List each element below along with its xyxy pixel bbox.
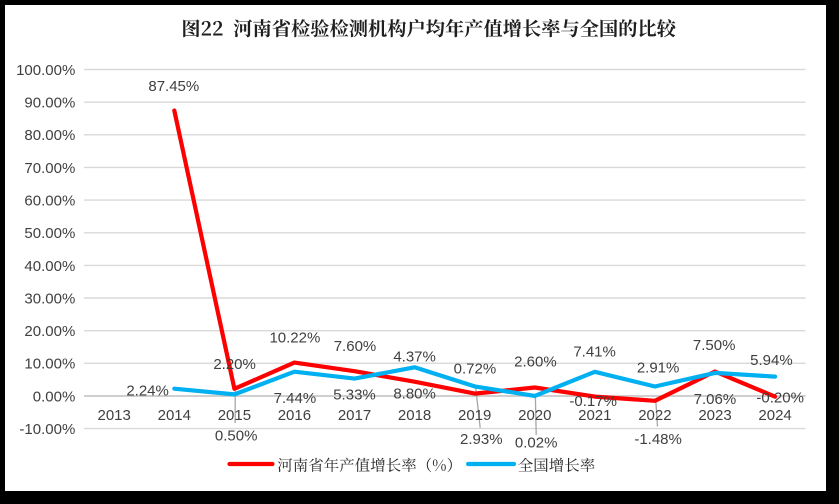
svg-text:-0.20%: -0.20%: [756, 390, 804, 407]
svg-text:7.44%: 7.44%: [274, 390, 317, 407]
svg-text:2.60%: 2.60%: [514, 353, 557, 370]
svg-text:90.00%: 90.00%: [24, 95, 75, 112]
svg-text:7.41%: 7.41%: [573, 344, 616, 361]
svg-text:100.00%: 100.00%: [16, 62, 75, 79]
svg-text:0.72%: 0.72%: [454, 361, 497, 378]
svg-text:2.93%: 2.93%: [460, 431, 503, 448]
svg-text:7.50%: 7.50%: [693, 337, 736, 354]
svg-text:0.02%: 0.02%: [515, 435, 558, 452]
svg-text:2023: 2023: [698, 407, 731, 424]
svg-text:10.22%: 10.22%: [269, 330, 320, 347]
svg-text:2019: 2019: [458, 407, 491, 424]
svg-text:60.00%: 60.00%: [24, 193, 75, 210]
svg-text:10.00%: 10.00%: [24, 356, 75, 373]
svg-text:2016: 2016: [278, 407, 311, 424]
svg-text:-10.00%: -10.00%: [19, 421, 75, 438]
svg-text:40.00%: 40.00%: [24, 258, 75, 275]
svg-text:5.94%: 5.94%: [750, 352, 793, 369]
svg-text:7.60%: 7.60%: [334, 338, 377, 355]
svg-text:7.06%: 7.06%: [694, 391, 737, 408]
svg-text:2017: 2017: [338, 407, 371, 424]
svg-text:8.80%: 8.80%: [393, 386, 436, 403]
svg-text:5.33%: 5.33%: [333, 387, 376, 404]
svg-text:2021: 2021: [578, 407, 611, 424]
svg-text:20.00%: 20.00%: [24, 323, 75, 340]
svg-text:2.91%: 2.91%: [637, 359, 680, 376]
svg-text:2014: 2014: [158, 407, 191, 424]
svg-text:2022: 2022: [638, 407, 671, 424]
svg-text:87.45%: 87.45%: [148, 78, 199, 95]
svg-text:30.00%: 30.00%: [24, 290, 75, 307]
svg-text:4.37%: 4.37%: [393, 349, 436, 366]
svg-text:50.00%: 50.00%: [24, 225, 75, 242]
svg-text:80.00%: 80.00%: [24, 127, 75, 144]
svg-text:0.00%: 0.00%: [33, 388, 76, 405]
svg-text:2018: 2018: [398, 407, 431, 424]
svg-text:70.00%: 70.00%: [24, 160, 75, 177]
svg-text:0.50%: 0.50%: [215, 427, 258, 444]
svg-text:2.20%: 2.20%: [213, 356, 256, 373]
svg-text:2015: 2015: [218, 407, 251, 424]
svg-text:2020: 2020: [518, 407, 551, 424]
svg-text:2013: 2013: [98, 407, 131, 424]
svg-text:-1.48%: -1.48%: [634, 431, 682, 448]
svg-text:2024: 2024: [758, 407, 791, 424]
svg-text:-0.17%: -0.17%: [569, 393, 617, 410]
svg-text:2.24%: 2.24%: [126, 383, 169, 400]
